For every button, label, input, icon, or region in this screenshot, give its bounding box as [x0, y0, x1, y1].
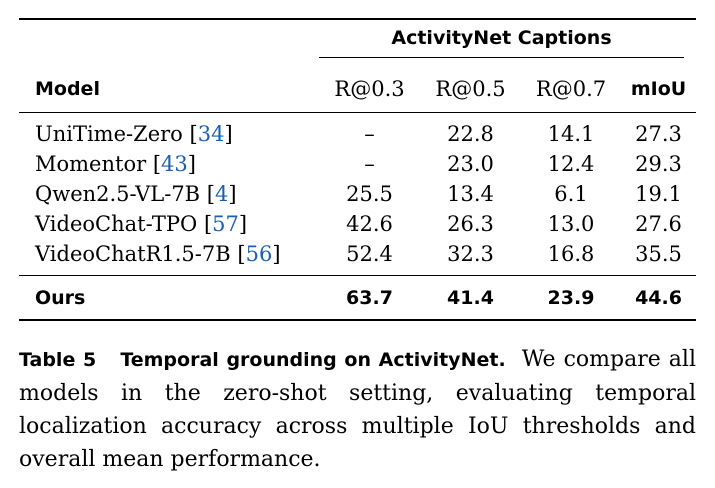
- results-table-container: ActivityNet Captions Model R@0.3 R@0.5 R…: [19, 18, 697, 321]
- cell-r05: 23.0: [447, 152, 494, 176]
- table-row: Qwen2.5-VL-7B [4] 25.5 13.4 6.1 19.1: [19, 179, 696, 209]
- column-header-r05: R@0.5: [435, 76, 506, 101]
- cell-miou: 35.5: [635, 242, 682, 266]
- model-name: VideoChat-TPO: [35, 212, 198, 236]
- model-name: VideoChatR1.5-7B: [35, 242, 231, 266]
- cell-miou: 19.1: [635, 182, 682, 206]
- cell-r05: 13.4: [447, 182, 494, 206]
- citation-link[interactable]: 34: [197, 122, 225, 146]
- citation-open: [: [152, 152, 162, 176]
- citation-link[interactable]: 43: [161, 152, 188, 176]
- table-row: Momentor [43] – 23.0 12.4 29.3: [19, 149, 696, 179]
- ours-r05: 41.4: [447, 286, 494, 309]
- citation-open: [: [203, 212, 213, 236]
- column-header-r07: R@0.7: [535, 76, 607, 101]
- group-header-empty: [19, 19, 319, 65]
- cell-r03: 25.5: [346, 182, 393, 206]
- cell-r07: 12.4: [547, 152, 595, 176]
- caption-text: We compare all models in the zero-shot s…: [19, 347, 696, 472]
- cell-r05: 26.3: [447, 212, 494, 236]
- model-name: UniTime-Zero: [35, 122, 183, 146]
- cell-miou: 27.6: [635, 212, 682, 236]
- group-header-row: ActivityNet Captions: [19, 19, 697, 65]
- cell-r05: 22.8: [447, 122, 494, 146]
- model-name-cell: Qwen2.5-VL-7B [4]: [19, 179, 319, 209]
- cell-r07: 6.1: [554, 182, 588, 206]
- citation-close: ]: [224, 122, 233, 146]
- table-row: VideoChatR1.5-7B [56] 52.4 32.3 16.8 35.…: [19, 239, 696, 276]
- citation-link[interactable]: 57: [212, 212, 239, 236]
- results-table: ActivityNet Captions Model R@0.3 R@0.5 R…: [19, 18, 697, 321]
- citation-open: [: [237, 242, 246, 266]
- column-header-model: Model: [35, 77, 100, 100]
- group-header-label: ActivityNet Captions: [319, 27, 685, 58]
- cell-r05: 32.3: [447, 242, 494, 266]
- ours-row: Ours 63.7 41.4 23.9 44.6: [19, 275, 697, 320]
- citation-link[interactable]: 4: [215, 182, 229, 206]
- model-name: Momentor: [35, 152, 147, 176]
- cell-miou: 29.3: [635, 152, 682, 176]
- model-name-cell: UniTime-Zero [34]: [19, 113, 319, 150]
- caption-label: Table 5: [19, 349, 97, 371]
- cell-r07: 13.0: [547, 212, 595, 236]
- cell-miou: 27.3: [635, 122, 682, 146]
- table-caption: Table 5 Temporal grounding on ActivityNe…: [19, 343, 696, 476]
- citation-close: ]: [238, 212, 248, 236]
- table-row: VideoChat-TPO [57] 42.6 26.3 13.0 27.6: [19, 209, 696, 239]
- cell-r03: 42.6: [346, 212, 393, 236]
- ours-model-name: Ours: [35, 286, 86, 309]
- ours-miou: 44.6: [635, 286, 682, 309]
- caption-title: Temporal grounding on ActivityNet.: [120, 349, 506, 371]
- ours-r07: 23.9: [547, 286, 595, 309]
- ours-r03: 63.7: [346, 286, 393, 309]
- column-header-row: Model R@0.3 R@0.5 R@0.7 mIoU: [19, 65, 696, 113]
- model-name: Qwen2.5-VL-7B: [35, 182, 201, 206]
- citation-close: ]: [187, 152, 196, 176]
- cell-r03: –: [364, 152, 375, 176]
- citation-close: ]: [228, 182, 237, 206]
- column-header-miou: mIoU: [630, 77, 687, 100]
- citation-link[interactable]: 56: [245, 242, 273, 266]
- cell-r07: 14.1: [547, 122, 595, 146]
- model-name-cell: VideoChat-TPO [57]: [19, 209, 319, 239]
- model-name-cell: VideoChatR1.5-7B [56]: [19, 239, 319, 276]
- citation-open: [: [189, 122, 198, 146]
- table-row: UniTime-Zero [34] – 22.8 14.1 27.3: [19, 112, 697, 150]
- cell-r03: 52.4: [346, 242, 393, 266]
- cell-r07: 16.8: [547, 242, 595, 266]
- cell-r03: –: [364, 122, 375, 146]
- citation-close: ]: [272, 242, 281, 266]
- column-header-r03: R@0.3: [334, 76, 405, 101]
- group-header-cell: ActivityNet Captions: [319, 19, 696, 65]
- citation-open: [: [206, 182, 215, 206]
- model-name-cell: Momentor [43]: [19, 149, 319, 179]
